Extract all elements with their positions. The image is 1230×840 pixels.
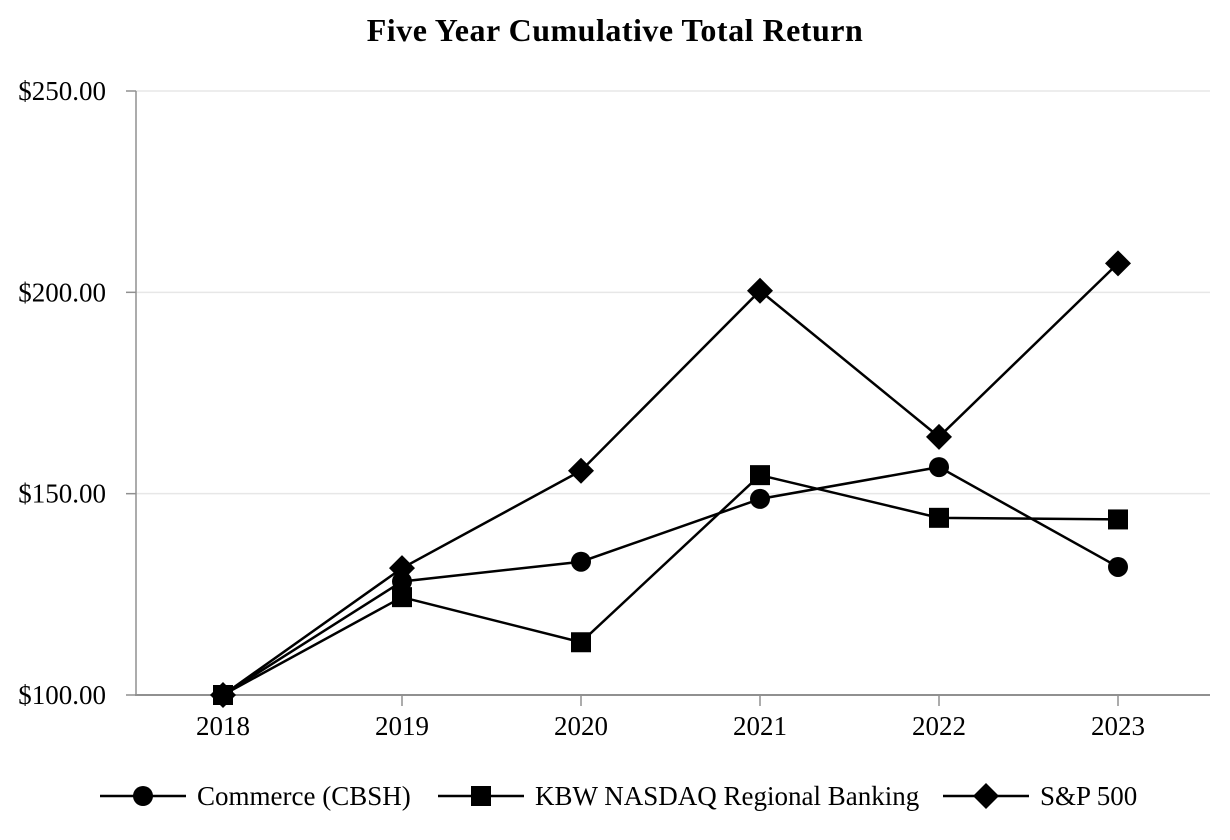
chart-title: Five Year Cumulative Total Return (366, 12, 864, 48)
x-axis-ticks-labels: 2018 2019 2020 2021 2022 2023 (196, 695, 1145, 741)
legend-circle-marker-icon (100, 786, 186, 806)
y-tick-label: $250.00 (18, 76, 106, 106)
series-markers (210, 250, 1131, 708)
legend-item-commerce-cbsh: Commerce (CBSH) (100, 772, 411, 820)
legend-label-kbw-nasdaq-regional-banking: KBW NASDAQ Regional Banking (535, 780, 920, 811)
gridlines (136, 90, 1210, 495)
x-tick-label: 2022 (912, 711, 966, 741)
y-tick-label: $200.00 (18, 277, 106, 307)
y-tick-label: $100.00 (18, 680, 106, 710)
legend-label-commerce-cbsh: Commerce (CBSH) (197, 780, 411, 811)
y-axis-ticks-labels: $100.00 $150.00 $200.00 $250.00 (18, 76, 136, 710)
x-tick-label: 2018 (196, 711, 250, 741)
y-tick-label: $150.00 (18, 479, 106, 509)
legend-item-sp-500: S&P 500 (943, 772, 1137, 820)
legend-diamond-marker-icon (943, 783, 1029, 809)
legend-label-sp-500: S&P 500 (1040, 780, 1138, 811)
axes (135, 91, 1210, 696)
series-lines (222, 262, 1119, 697)
x-tick-label: 2020 (554, 711, 608, 741)
x-tick-label: 2023 (1091, 711, 1145, 741)
x-tick-label: 2019 (375, 711, 429, 741)
legend-square-marker-icon (438, 786, 524, 806)
legend-item-kbw-nasdaq-regional-banking: KBW NASDAQ Regional Banking (438, 772, 919, 820)
x-tick-label: 2021 (733, 711, 787, 741)
chart-legend: Commerce (CBSH) KBW NASDAQ Regional Bank… (0, 772, 1230, 820)
